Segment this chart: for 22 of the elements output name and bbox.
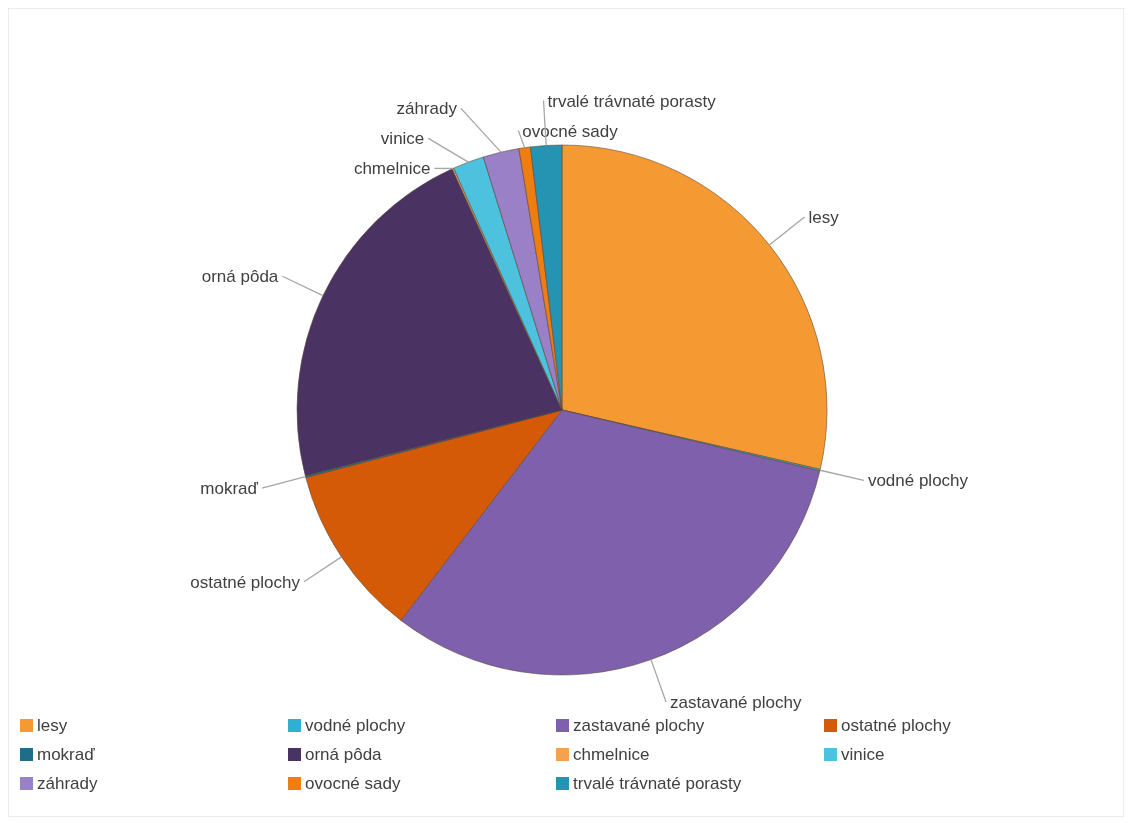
slice-label: vodné plochy	[867, 471, 969, 491]
slice-label: trvalé trávnaté porasty	[547, 91, 717, 111]
slice-label: lesy	[808, 207, 840, 227]
legend-label: zastavané plochy	[573, 716, 705, 735]
legend-label: záhrady	[37, 774, 98, 793]
slice-label: zastavané plochy	[670, 693, 802, 712]
legend-label: vodné plochy	[305, 716, 406, 735]
slice-label: orná pôda	[201, 267, 279, 287]
legend-label: orná pôda	[305, 745, 383, 764]
slice-label: ostatné plochy	[190, 572, 301, 592]
slice-label: ovocné sady	[522, 121, 619, 141]
legend-label: chmelnice	[573, 745, 650, 764]
slice-label: chmelnice	[353, 159, 431, 179]
legend-label: trvalé trávnaté porasty	[573, 774, 742, 793]
slice-label: záhrady	[396, 99, 458, 119]
legend-label: mokraď	[37, 745, 96, 764]
legend-label: ovocné sady	[305, 774, 401, 793]
slice-label: vinice	[380, 129, 425, 149]
legend-label: vinice	[841, 745, 885, 764]
legend-label: ostatné plochy	[841, 716, 952, 735]
slice-label: mokraď	[200, 479, 259, 499]
legend-label: lesy	[37, 716, 68, 735]
